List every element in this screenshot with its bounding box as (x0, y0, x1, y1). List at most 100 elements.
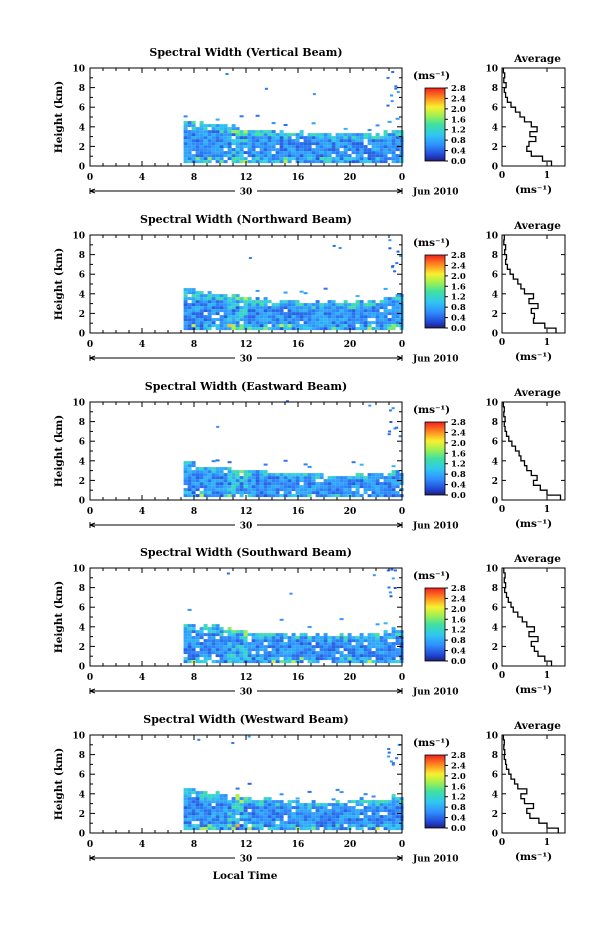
heatmap-cell (367, 482, 372, 486)
heatmap-cell (231, 300, 236, 304)
heatmap-cell (343, 127, 348, 130)
heatmap-cell (215, 318, 220, 322)
heatmap-cell (207, 306, 212, 310)
heatmap-cell (271, 645, 276, 649)
heatmap-cell (283, 491, 288, 495)
heatmap-cell (235, 473, 240, 477)
heatmap-cell (287, 157, 292, 161)
heatmap-cell (263, 139, 268, 143)
heatmap-cell (359, 648, 364, 652)
y-tick-label: 2 (79, 477, 85, 487)
heatmap-cell (223, 306, 228, 310)
heatmap-cell (327, 160, 332, 164)
heatmap-cell (323, 809, 328, 813)
heatmap-cell (231, 157, 236, 161)
heatmap-cell (319, 306, 324, 310)
heatmap-cell (343, 654, 348, 658)
heatmap-cell (199, 291, 204, 295)
heatmap-cell (387, 321, 392, 325)
heatmap-cell (239, 642, 244, 646)
heatmap-cell (255, 139, 260, 143)
x-tick-label: 16 (292, 507, 305, 517)
heatmap-cell (387, 151, 392, 155)
heatmap-cell (191, 476, 196, 480)
heatmap-cell (219, 821, 224, 825)
heatmap-cell (207, 794, 212, 798)
heatmap-cell (259, 312, 264, 316)
heatmap-cell (283, 148, 288, 152)
profile-title: Average (513, 53, 561, 65)
colorbar-tick-label: 2.4 (451, 594, 466, 604)
heatmap-cell (343, 306, 348, 310)
colorbar-tick-label: 1.6 (451, 782, 466, 792)
heatmap-cell (303, 824, 308, 828)
heatmap-cell (275, 812, 280, 816)
heatmap-cell (379, 821, 384, 825)
heatmap-cell (243, 145, 248, 149)
heatmap-cell (375, 623, 380, 626)
heatmap-cell (223, 827, 228, 831)
heatmap-cell (183, 806, 188, 810)
heatmap-cell (235, 803, 240, 807)
heatmap-cell (351, 809, 356, 813)
heatmap-cell (211, 151, 216, 155)
heatmap-cell (275, 803, 280, 807)
heatmap-cell (311, 824, 316, 828)
date-line-arrow (396, 522, 403, 528)
heatmap-cell (390, 568, 394, 571)
heatmap-cell (371, 148, 376, 152)
heatmap-cell (311, 324, 316, 328)
heatmap-cell (351, 145, 356, 149)
heatmap-cell (391, 815, 396, 819)
heatmap-cell (279, 827, 284, 831)
profile-y-tick-label: 10 (485, 232, 498, 242)
heatmap-cell (351, 482, 356, 486)
heatmap-cell (395, 494, 400, 498)
heatmap-cell (287, 494, 292, 498)
heatmap-cell (215, 127, 220, 131)
heatmap-cell (303, 803, 308, 807)
heatmap-cell (243, 815, 248, 819)
heatmap-cell (259, 142, 264, 146)
heatmap-cell (279, 312, 284, 316)
heatmap-cell (371, 145, 376, 149)
heatmap-cell (391, 651, 396, 655)
heatmap-cell (323, 154, 328, 158)
heatmap-cell (359, 821, 364, 825)
heatmap-cell (391, 827, 396, 831)
heatmap-cell (199, 160, 204, 164)
heatmap-cell (251, 160, 256, 164)
heatmap-cell (339, 827, 344, 831)
heatmap-cell (247, 494, 252, 498)
heatmap-cell (303, 488, 308, 492)
heatmap-cell (183, 642, 188, 646)
heatmap-cell (343, 136, 348, 140)
heatmap-cell (367, 148, 372, 152)
heatmap-cell (259, 818, 264, 822)
heatmap-cell (195, 157, 200, 161)
heatmap-cell (319, 309, 324, 313)
heatmap-cell (251, 657, 256, 661)
heatmap-cell (199, 806, 204, 810)
heatmap-cell (275, 303, 280, 307)
heatmap-cell (263, 136, 268, 140)
heatmap-cell (387, 157, 392, 161)
heatmap-cell (390, 100, 394, 103)
heatmap-cell (255, 306, 260, 310)
heatmap-cell (263, 479, 268, 483)
heatmap-cell (227, 642, 232, 646)
heatmap-cell (395, 821, 400, 825)
heatmap-cell (199, 139, 204, 143)
heatmap-cell (223, 321, 228, 325)
heatmap-cell (283, 806, 288, 810)
profile-frame (501, 567, 566, 667)
heatmap-cell (251, 136, 256, 140)
heatmap-cell (271, 133, 276, 137)
heatmap-cell (183, 303, 188, 307)
heatmap-cell (303, 136, 308, 140)
heatmap-cell (191, 291, 196, 295)
heatmap-cell (359, 651, 364, 655)
heatmap-cell (383, 818, 388, 822)
heatmap-cell (183, 491, 188, 495)
heatmap-cell (231, 294, 236, 298)
